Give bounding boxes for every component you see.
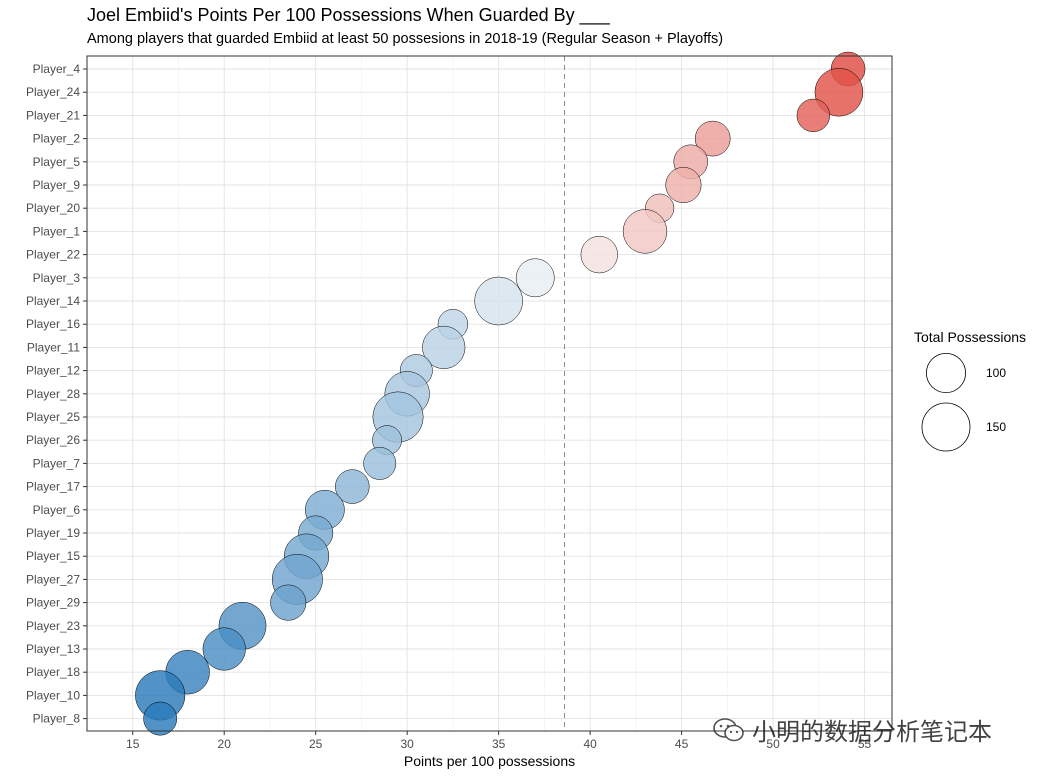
- y-tick-label: Player_16: [26, 317, 80, 331]
- legend: Total Possessions 100 150: [914, 329, 1026, 452]
- grid-lines: [87, 56, 892, 731]
- legend-key-150: [921, 402, 971, 452]
- data-point-player-14: [474, 276, 523, 326]
- y-tick-label: Player_7: [33, 456, 81, 470]
- y-tick-label: Player_19: [26, 526, 80, 540]
- legend-key-100: [926, 353, 966, 393]
- y-tick-label: Player_17: [26, 480, 80, 494]
- legend-title: Total Possessions: [914, 329, 1026, 345]
- y-tick-label: Player_2: [33, 132, 81, 146]
- data-point-player-1: [622, 209, 668, 254]
- x-axis-ticks: 15 20 25 30 35 40 45 50 55: [126, 731, 872, 751]
- y-tick-label: Player_27: [26, 572, 80, 586]
- data-point-player-13: [202, 627, 246, 671]
- data-point-player-11: [422, 325, 466, 369]
- x-axis-title: Points per 100 possessions: [404, 753, 575, 769]
- x-tick-label: 35: [492, 737, 506, 751]
- legend-label-100: 100: [986, 366, 1006, 380]
- y-tick-label: Player_20: [26, 201, 80, 215]
- y-tick-label: Player_10: [26, 688, 80, 702]
- y-tick-label: Player_21: [26, 108, 80, 122]
- x-tick-label: 40: [583, 737, 597, 751]
- data-point-player-7: [363, 446, 397, 480]
- data-point-player-3: [515, 258, 555, 298]
- y-tick-label: Player_9: [33, 178, 81, 192]
- x-tick-label: 50: [766, 737, 780, 751]
- data-point-player-22: [580, 235, 618, 274]
- y-tick-label: Player_18: [26, 665, 80, 679]
- x-tick-label: 30: [400, 737, 414, 751]
- y-tick-label: Player_22: [26, 248, 80, 262]
- y-tick-label: Player_8: [33, 712, 81, 726]
- y-tick-label: Player_3: [33, 271, 81, 285]
- watermark: 小明的数据分析笔记本: [712, 712, 992, 749]
- y-tick-label: Player_13: [26, 642, 80, 656]
- wechat-icon: [712, 717, 746, 749]
- data-point-player-9: [665, 167, 702, 203]
- legend-label-150: 150: [986, 420, 1006, 434]
- y-tick-label: Player_24: [26, 85, 80, 99]
- chart-subtitle: Among players that guarded Embiid at lea…: [87, 31, 724, 47]
- y-tick-label: Player_23: [26, 619, 80, 633]
- x-tick-label: 55: [858, 737, 872, 751]
- y-tick-label: Player_28: [26, 387, 80, 401]
- y-tick-label: Player_12: [26, 364, 80, 378]
- watermark-text: 小明的数据分析笔记本: [752, 718, 992, 746]
- data-point-player-24: [814, 67, 864, 117]
- points-layer: [135, 51, 866, 736]
- y-tick-label: Player_11: [27, 340, 80, 354]
- x-tick-label: 45: [675, 737, 689, 751]
- data-point-player-29: [270, 584, 307, 621]
- y-tick-label: Player_4: [33, 62, 81, 76]
- data-point-player-2: [694, 120, 731, 157]
- data-point-player-21: [796, 98, 830, 133]
- y-tick-label: Player_14: [26, 294, 80, 308]
- x-tick-label: 25: [309, 737, 323, 751]
- chart-title: Joel Embiid's Points Per 100 Possessions…: [87, 5, 610, 25]
- y-tick-label: Player_25: [26, 410, 80, 424]
- y-tick-label: Player_6: [33, 503, 81, 517]
- x-tick-label: 20: [218, 737, 232, 751]
- y-tick-label: Player_5: [33, 155, 81, 169]
- y-tick-label: Player_1: [33, 224, 81, 238]
- data-point-player-8: [143, 701, 178, 736]
- y-tick-label: Player_26: [26, 433, 80, 447]
- y-tick-label: Player_29: [26, 596, 80, 610]
- x-tick-label: 15: [126, 737, 140, 751]
- data-point-player-17: [335, 469, 370, 504]
- y-tick-label: Player_15: [26, 549, 80, 563]
- y-axis-ticks: Player_4 Player_24 Player_21 Player_2 Player…: [26, 62, 87, 726]
